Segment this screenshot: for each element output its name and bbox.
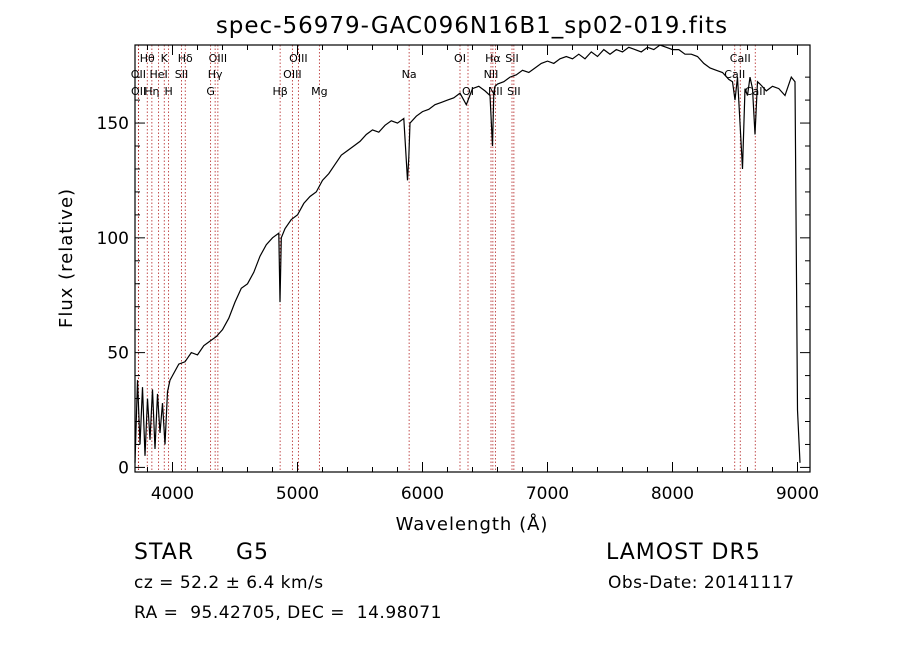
line-marker-label: OIII	[289, 52, 307, 65]
y-tick-label: 100	[97, 229, 129, 249]
x-tick-label: 8000	[651, 484, 694, 504]
line-marker-label: NII	[484, 68, 499, 81]
coordinates: RA = 95.42705, DEC = 14.98071	[134, 603, 442, 623]
line-marker-label: G	[206, 85, 215, 98]
line-marker-label: Hθ	[140, 52, 155, 65]
x-tick-label: 6000	[401, 484, 444, 504]
y-axis-ticks: 0 50 100 150	[97, 76, 810, 478]
plot-frame	[134, 44, 811, 473]
redshift-velocity: cz = 52.2 ± 6.4 km/s	[134, 573, 324, 593]
spectrum-line	[134, 44, 801, 463]
line-marker-label: SII	[175, 68, 188, 81]
line-marker-label: CaII	[745, 85, 766, 98]
y-tick-label: 150	[97, 114, 129, 134]
line-marker-label: Hβ	[272, 85, 287, 98]
x-axis-label: Wavelength (Å)	[396, 513, 549, 535]
line-marker-label: OI	[454, 52, 466, 65]
object-class: STAR	[134, 540, 195, 565]
y-tick-label: 50	[107, 344, 129, 364]
line-marker-label: SII	[505, 52, 518, 65]
survey-name: LAMOST DR5	[606, 540, 761, 565]
line-marker-label: K	[161, 52, 169, 65]
y-axis-label: Flux (relative)	[56, 188, 77, 328]
line-marker-label: Na	[402, 68, 417, 81]
line-marker-label: Hγ	[208, 68, 223, 81]
object-subclass: G5	[236, 540, 270, 565]
line-marker-label: HeI	[149, 68, 167, 81]
line-marker-label: CaII	[724, 68, 745, 81]
line-marker-label: CaII	[730, 52, 751, 65]
obs-date: Obs-Date: 20141117	[608, 573, 795, 593]
x-axis-ticks: 4000 5000 6000 7000 8000 9000	[147, 45, 819, 504]
line-marker-label: Hδ	[178, 52, 193, 65]
line-marker-label: Hα	[485, 52, 501, 65]
line-marker-label: Hη	[144, 85, 159, 98]
line-marker-label: OIII	[209, 52, 227, 65]
y-tick-label: 0	[118, 458, 129, 478]
chart-title: spec-56979-GAC096N16B1_sp02-019.fits	[216, 13, 728, 39]
x-tick-label: 7000	[526, 484, 569, 504]
line-marker-label: OIII	[283, 68, 301, 81]
line-marker-label: H	[164, 85, 172, 98]
line-marker-label: SII	[507, 85, 520, 98]
line-marker-label: NII	[488, 85, 503, 98]
line-marker-label: OI	[462, 85, 474, 98]
x-tick-label: 4000	[151, 484, 194, 504]
x-tick-label: 5000	[276, 484, 319, 504]
line-marker-label: Mg	[311, 85, 327, 98]
x-tick-label: 9000	[776, 484, 819, 504]
